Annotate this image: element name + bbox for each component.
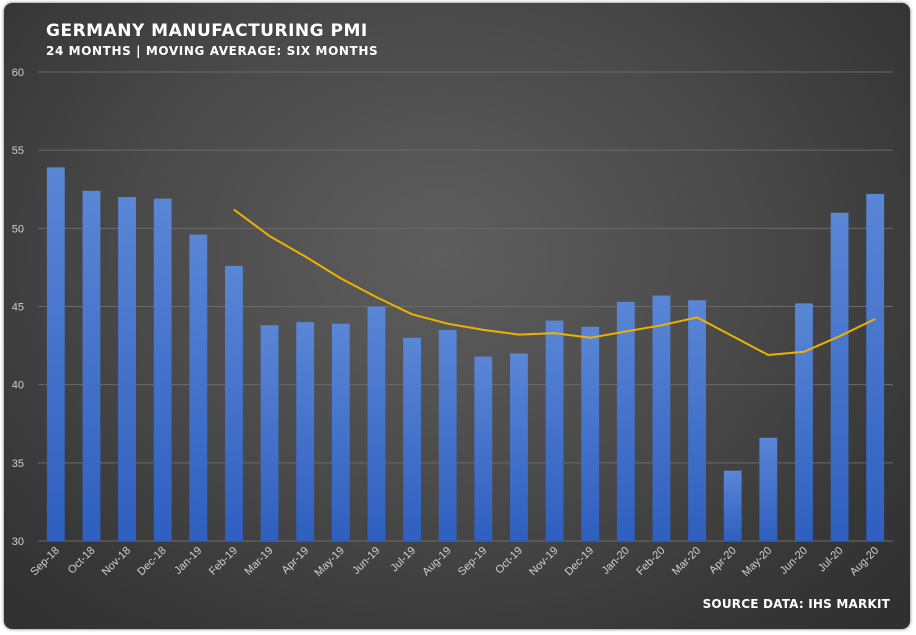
bar-Feb-20 [652,295,671,541]
bar-Jun-20 [795,303,813,541]
x-tick-label-Jul-20: Jul-20 [816,545,846,575]
y-tick-label-35: 35 [12,458,24,470]
bar-Oct-18 [82,190,101,541]
x-tick-label-May-19: May-19 [313,545,347,579]
bar-Apr-19 [296,322,315,541]
y-tick-label-30: 30 [12,536,24,548]
source-note: SOURCE DATA: IHS MARKIT [702,597,890,611]
moving-average-line [233,208,876,356]
y-axis-ticks: 30 35 40 45 50 55 60 [12,67,24,548]
x-tick-label-Feb-19: Feb-19 [207,545,240,578]
bar-Jan-19 [189,234,208,541]
y-tick-label-40: 40 [12,380,24,392]
bar-Dec-19 [581,326,600,541]
bar-Mar-19 [260,325,279,541]
x-tick-label-Aug-20: Aug-20 [848,545,882,579]
y-tick-label-45: 45 [12,302,24,314]
x-tick-label-Dec-18: Dec-18 [135,545,169,579]
x-tick-label-Mar-20: Mar-20 [670,545,703,578]
bar-Nov-19 [545,320,564,541]
x-tick-label-Oct-19: Oct-19 [493,545,525,577]
x-tick-label-Aug-19: Aug-19 [420,545,454,579]
x-tick-label-Apr-20: Apr-20 [707,545,739,577]
x-tick-label-Jun-20: Jun-20 [778,545,810,577]
x-tick-label-Dec-19: Dec-19 [563,545,597,579]
bar-Nov-18 [118,197,136,542]
bar-Aug-19 [438,329,457,541]
y-tick-label-60: 60 [12,67,24,79]
bar-Apr-20 [723,470,742,541]
x-tick-label-Jul-19: Jul-19 [389,545,419,575]
bar-Aug-20 [866,193,885,541]
chart-title: GERMANY MANUFACTURING PMI [46,21,368,41]
bar-series [46,167,885,542]
bar-Sep-19 [474,356,493,541]
x-tick-label-Nov-19: Nov-19 [527,545,561,579]
x-tick-label-Jan-20: Jan-20 [600,545,632,577]
x-tick-label-Apr-19: Apr-19 [279,545,311,577]
bar-Jun-19 [367,306,386,541]
y-tick-label-50: 50 [12,223,24,235]
x-tick-label-Feb-20: Feb-20 [634,545,667,578]
gridlines [38,71,893,542]
chart-subtitle: 24 MONTHS | MOVING AVERAGE: SIX MONTHS [46,44,379,58]
bar-Jul-20 [830,212,849,541]
x-tick-label-Jun-19: Jun-19 [350,545,382,577]
bar-Mar-20 [688,300,706,541]
x-axis-ticks: Sep-18 Oct-18 Nov-18 Dec-18 Jan-19 Feb-19 Mar-… [28,545,881,579]
y-tick-label-55: 55 [12,145,24,157]
bar-May-20 [759,437,778,541]
x-tick-label-Oct-18: Oct-18 [66,545,98,577]
moving-average-series [233,208,876,356]
x-tick-label-Jan-19: Jan-19 [172,545,204,577]
x-tick-label-Mar-19: Mar-19 [243,545,276,578]
bar-Oct-19 [510,353,528,541]
bar-Sep-18 [46,167,65,541]
bar-Feb-19 [225,265,243,541]
bar-Jan-20 [616,301,635,541]
bar-Jul-19 [403,337,421,541]
x-tick-label-Nov-18: Nov-18 [100,545,134,579]
bar-May-19 [331,323,350,541]
x-tick-label-Sep-19: Sep-19 [456,545,490,579]
x-tick-label-May-20: May-20 [740,545,774,579]
bar-Dec-18 [153,198,172,541]
x-tick-label-Sep-18: Sep-18 [28,545,62,579]
